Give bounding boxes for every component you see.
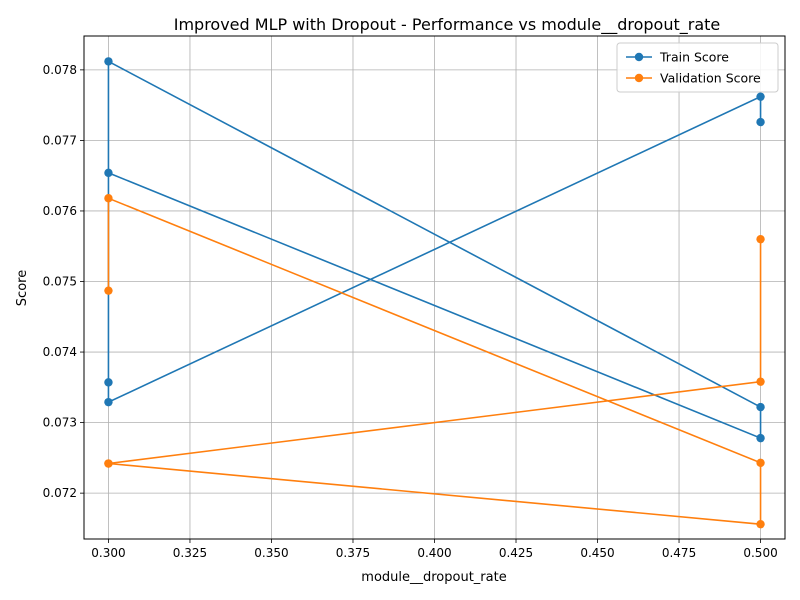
legend-label: Train Score <box>659 50 729 65</box>
data-point <box>104 378 113 387</box>
legend: Train Score Validation Score <box>616 42 779 93</box>
series-train <box>104 57 765 443</box>
data-point <box>756 377 765 386</box>
series-validation <box>104 194 765 529</box>
y-tick-label: 0.077 <box>43 133 77 147</box>
data-point <box>104 286 113 295</box>
y-tick-label: 0.075 <box>43 275 77 289</box>
legend-entry: Validation Score <box>626 71 761 86</box>
grid <box>84 36 785 539</box>
legend-label: Validation Score <box>660 71 761 86</box>
data-point <box>104 168 113 178</box>
chart-title: Improved MLP with Dropout - Performance … <box>174 15 721 35</box>
y-tick-label: 0.073 <box>43 416 77 430</box>
x-tick-label: 0.375 <box>336 546 370 560</box>
y-tick-label: 0.076 <box>43 204 77 218</box>
x-tick-label: 0.425 <box>499 546 533 560</box>
data-point <box>756 234 765 244</box>
legend-entry: Train Score <box>626 50 729 65</box>
data-point <box>756 92 765 101</box>
y-tick-label: 0.078 <box>43 63 77 77</box>
data-point <box>756 117 765 127</box>
data-point <box>104 194 113 203</box>
data-point <box>756 458 765 468</box>
x-tick-label: 0.400 <box>417 546 451 560</box>
legend-box <box>616 42 779 93</box>
data-point <box>104 459 113 468</box>
y-tick-label: 0.072 <box>43 486 77 500</box>
x-tick-label: 0.300 <box>91 546 125 560</box>
series-layer <box>104 57 765 529</box>
x-tick-label: 0.475 <box>662 546 696 560</box>
data-point <box>756 519 765 529</box>
data-point <box>104 397 113 407</box>
x-axis-label: module__dropout_rate <box>361 570 506 585</box>
y-ticks: 0.072 0.073 0.074 0.075 0.076 0.077 0.078 <box>43 63 84 500</box>
data-point <box>756 402 765 412</box>
x-tick-label: 0.350 <box>254 546 288 560</box>
x-ticks: 0.300 0.325 0.350 0.375 0.400 0.425 0.450 0.475… <box>91 539 778 560</box>
y-tick-label: 0.074 <box>43 345 77 359</box>
x-tick-label: 0.450 <box>580 546 614 560</box>
data-point <box>104 57 113 66</box>
data-point <box>756 433 765 443</box>
y-axis-label: Score <box>15 270 30 306</box>
legend-marker <box>634 52 644 62</box>
x-tick-label: 0.500 <box>743 546 777 560</box>
x-tick-label: 0.325 <box>173 546 207 560</box>
series-line <box>107 60 762 440</box>
legend-marker <box>634 73 644 83</box>
